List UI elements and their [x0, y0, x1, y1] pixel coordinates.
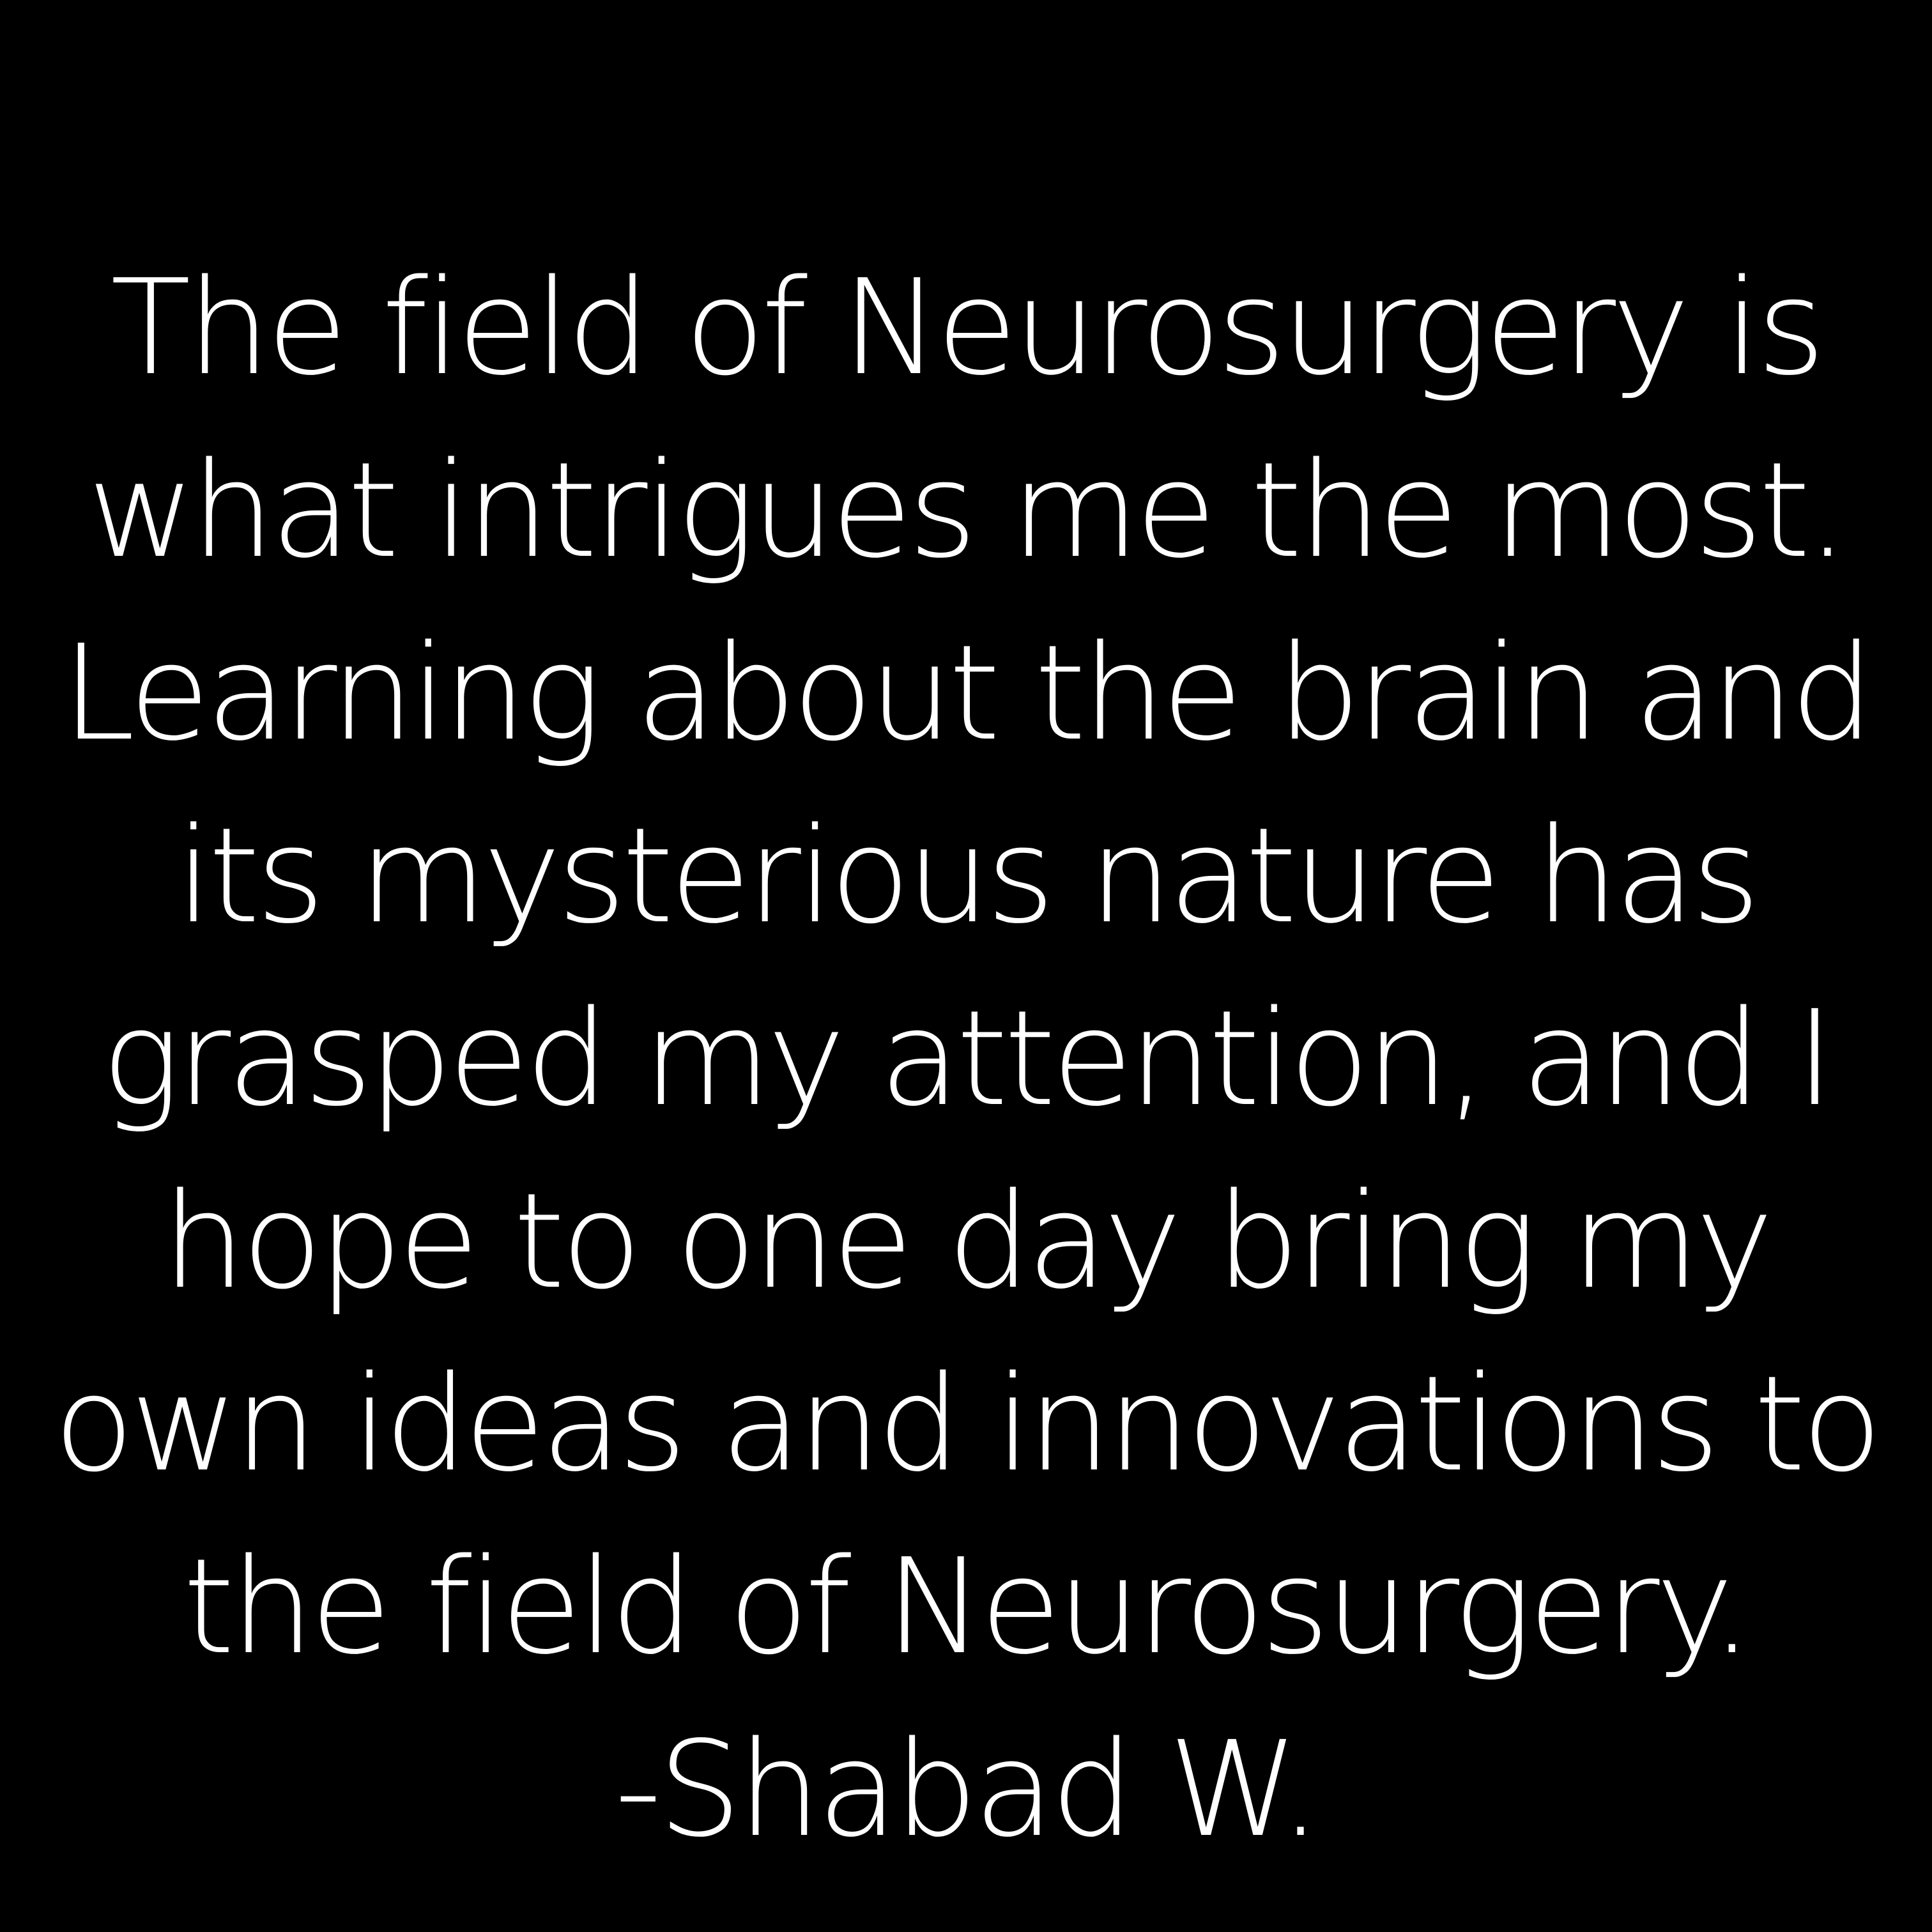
quote-line: grasped my attention, and I: [101, 982, 1834, 1135]
quote-author: -Shabad W.: [614, 1713, 1322, 1866]
quote-line: the field of Neurosurgery.: [183, 1530, 1752, 1683]
quote-line: what intrigues me the most.: [87, 434, 1848, 587]
quote-line: hope to one day bring my: [162, 1165, 1774, 1318]
quote-line: own ideas and innovations to: [53, 1347, 1882, 1501]
quote-line: Learning about the brain and: [61, 617, 1874, 770]
quote-line: its mysterious nature has: [175, 799, 1760, 953]
quote-text: The field of Neurosurgery is what intrig…: [0, 236, 1932, 1698]
quote-line: The field of Neurosurgery is: [110, 251, 1825, 404]
